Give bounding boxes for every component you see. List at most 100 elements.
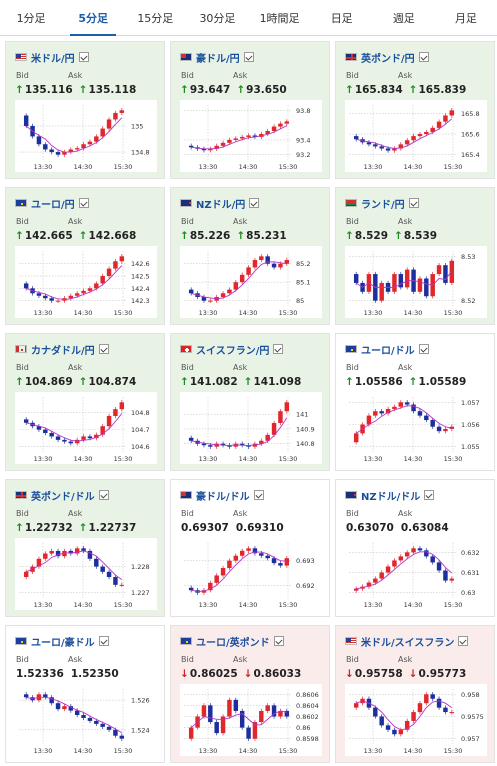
ask-value-wrap: ↑165.839 xyxy=(409,84,467,96)
rate-card[interactable]: 米ドル/円 Bid Ask ↑135.116 ↑135.118 135 134.8 13:30… xyxy=(5,41,165,179)
candle-body xyxy=(68,441,74,444)
trend-arrow-icon: ↑ xyxy=(15,522,24,534)
candle-body xyxy=(55,436,61,440)
candle-body xyxy=(252,548,258,554)
moving-average-line xyxy=(26,550,123,580)
mini-candle-chart[interactable]: 0.693 0.692 13:30 14:30 15:30 xyxy=(180,538,322,610)
bid-label: Bid xyxy=(346,71,359,80)
tab-2[interactable]: 15分足 xyxy=(137,11,174,25)
rate-card[interactable]: 豪ドル/ドル Bid Ask 0.69307 0.69310 0.693 0.692 13:3… xyxy=(170,479,330,617)
rate-card[interactable]: カナダドル/円 Bid Ask ↑104.869 ↑104.874 104.8 104.7 1… xyxy=(5,333,165,471)
candle-body xyxy=(43,429,48,434)
mini-candle-chart[interactable]: 85.2 85.1 85 13:30 14:30 15:30 xyxy=(180,246,322,318)
mini-candle-chart[interactable]: 142.6 142.5 142.4 142.3 13:30 14:30 15:30 xyxy=(15,246,157,318)
mini-candle-chart[interactable]: 0.632 0.631 0.63 13:30 14:30 15:30 xyxy=(345,538,487,610)
candle-body xyxy=(284,558,290,566)
rate-card[interactable]: 米ドル/スイスフラン Bid Ask ↓0.95758 ↓0.95773 0.958 0.9… xyxy=(335,625,495,763)
candle-body xyxy=(49,298,54,301)
tab-5[interactable]: 日足 xyxy=(330,11,353,25)
ask-value: 0.86033 xyxy=(253,668,302,680)
pair-title[interactable]: ユーロ/ドル xyxy=(345,342,429,357)
y-tick-label: 0.631 xyxy=(461,569,480,577)
pair-title[interactable]: カナダドル/円 xyxy=(15,342,109,357)
mini-candle-chart[interactable]: 0.8606 0.8604 0.8602 0.86 0.8598 13:30 14:30 15… xyxy=(180,684,322,756)
rate-card[interactable]: ユーロ/豪ドル Bid Ask 1.52336 1.52350 1.526 1.524 13:… xyxy=(5,625,165,763)
rate-card[interactable]: 豪ドル/円 Bid Ask ↑93.647 ↑93.650 93.8 93.4 93.2 13:… xyxy=(170,41,330,179)
candle-body xyxy=(385,566,391,573)
x-tick-label: 13:30 xyxy=(364,455,383,463)
candle-body xyxy=(271,558,277,564)
mini-candle-chart[interactable]: 93.8 93.4 93.2 13:30 14:30 15:30 xyxy=(180,100,322,172)
pair-title[interactable]: 豪ドル/ドル xyxy=(180,488,264,503)
tab-4[interactable]: 1時間足 xyxy=(259,11,300,25)
candle-body xyxy=(379,716,384,726)
pair-title[interactable]: NZドル/円 xyxy=(180,196,260,211)
mini-candle-chart[interactable]: 165.8 165.6 165.4 13:30 14:30 15:30 xyxy=(345,100,487,172)
ask-label: Ask xyxy=(68,71,83,80)
y-tick-label: 93.8 xyxy=(296,107,310,115)
pair-title[interactable]: 米ドル/円 xyxy=(15,50,89,65)
tab-6[interactable]: 週足 xyxy=(392,11,415,25)
rate-card[interactable]: ユーロ/ドル Bid Ask ↑1.05586 ↑1.05589 1.057 1.056 1.… xyxy=(335,333,495,471)
mini-candle-chart[interactable]: 104.8 104.7 104.6 13:30 14:30 15:30 xyxy=(15,392,157,464)
mini-candle-chart[interactable]: 8.53 8.52 13:30 14:30 15:30 xyxy=(345,246,487,318)
rate-card[interactable]: NZドル/ドル Bid Ask 0.63070 0.63084 0.632 0.631 0.6… xyxy=(335,479,495,617)
candle-body xyxy=(398,274,404,288)
mini-candle-chart[interactable]: 135 134.8 13:30 14:30 15:30 xyxy=(15,100,157,172)
moving-average-line xyxy=(356,551,453,590)
mini-candle-chart[interactable]: 0.958 0.9575 0.957 13:30 14:30 15:30 xyxy=(345,684,487,756)
signal-check-icon xyxy=(98,344,109,354)
pair-title[interactable]: 豪ドル/円 xyxy=(180,50,254,65)
pair-title[interactable]: 英ポンド/円 xyxy=(345,50,429,65)
trend-arrow-icon: ↑ xyxy=(236,230,246,242)
pair-title[interactable]: ユーロ/豪ドル xyxy=(15,634,109,649)
rate-card[interactable]: スイスフラン/円 Bid Ask ↑141.082 ↑141.098 141 140.9 14… xyxy=(170,333,330,471)
candle-body xyxy=(49,149,54,153)
candle-body xyxy=(246,267,251,275)
mini-candle-chart[interactable]: 141 140.9 140.8 13:30 14:30 15:30 xyxy=(180,392,322,464)
candle-body xyxy=(246,548,251,551)
pair-title[interactable]: 英ポンド/ドル xyxy=(15,488,109,503)
pair-title[interactable]: NZドル/ドル xyxy=(345,488,435,503)
chart-svg: 85.2 85.1 85 13:30 14:30 15:30 xyxy=(184,251,310,317)
ask-value-wrap: ↑141.098 xyxy=(244,376,302,388)
bid-value: 8.529 xyxy=(354,230,389,242)
pair-title[interactable]: ユーロ/円 xyxy=(15,196,89,211)
pair-title[interactable]: スイスフラン/円 xyxy=(180,342,284,357)
candle-body xyxy=(214,722,219,734)
rate-card[interactable]: ユーロ/英ポンド Bid Ask ↓0.86025 ↓0.86033 0.8606 0.86… xyxy=(170,625,330,763)
y-tick-label: 0.692 xyxy=(296,582,315,590)
pair-name: 米ドル/円 xyxy=(31,53,75,65)
y-tick-label: 104.8 xyxy=(131,409,150,417)
tab-1[interactable]: 5分足 xyxy=(62,0,124,36)
pair-title[interactable]: ランド/円 xyxy=(345,196,419,211)
rate-card[interactable]: ユーロ/円 Bid Ask ↑142.665 ↑142.668 142.6 142.5 142… xyxy=(5,187,165,325)
rate-card[interactable]: 英ポンド/ドル Bid Ask ↑1.22732 ↑1.22737 1.228 1.227 1… xyxy=(5,479,165,617)
mini-candle-chart[interactable]: 1.057 1.056 1.055 13:30 14:30 15:30 xyxy=(345,392,487,464)
candle-body xyxy=(55,152,61,155)
candle-body xyxy=(233,555,239,561)
candle-body xyxy=(278,710,283,717)
tab-7[interactable]: 月足 xyxy=(454,11,477,25)
x-tick-label: 14:30 xyxy=(74,601,93,609)
rate-card[interactable]: 英ポンド/円 Bid Ask ↑165.834 ↑165.839 165.8 165.6 16… xyxy=(335,41,495,179)
x-tick-label: 13:30 xyxy=(199,309,218,317)
bid-label: Bid xyxy=(16,71,29,80)
candle-body xyxy=(436,121,442,128)
rate-card[interactable]: NZドル/円 Bid Ask ↑85.226 ↑85.231 85.2 85.1 85 13:3… xyxy=(170,187,330,325)
candle-body xyxy=(265,705,270,711)
candle-body xyxy=(43,694,48,698)
candle-body xyxy=(23,571,29,578)
chart-svg: 135 134.8 13:30 14:30 15:30 xyxy=(19,105,150,171)
mini-candle-chart[interactable]: 1.228 1.227 13:30 14:30 15:30 xyxy=(15,538,157,610)
pair-title[interactable]: 米ドル/スイスフラン xyxy=(345,634,469,649)
pair-title[interactable]: ユーロ/英ポンド xyxy=(180,634,284,649)
x-tick-label: 14:30 xyxy=(404,163,423,171)
candle-body xyxy=(271,423,277,435)
tab-0[interactable]: 1分足 xyxy=(16,11,46,25)
mini-candle-chart[interactable]: 1.526 1.524 13:30 14:30 15:30 xyxy=(15,684,157,756)
rate-card[interactable]: ランド/円 Bid Ask ↑8.529 ↑8.539 8.53 8.52 13:30 14:3… xyxy=(335,187,495,325)
candle-body xyxy=(373,578,378,583)
tab-3[interactable]: 30分足 xyxy=(199,11,236,25)
candle-body xyxy=(424,131,429,135)
